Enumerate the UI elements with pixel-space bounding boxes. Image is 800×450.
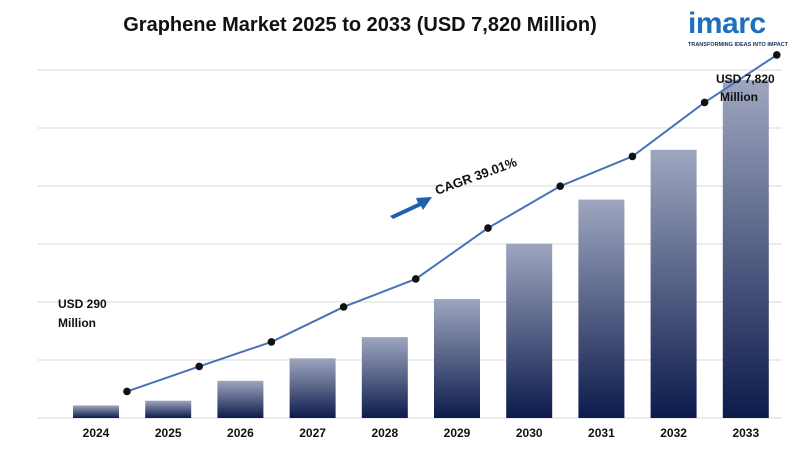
bar-2029 (434, 299, 480, 418)
trend-point-2024 (123, 387, 131, 396)
trend-point-2033 (773, 51, 781, 59)
x-tick-label-2025: 2025 (155, 426, 182, 440)
trend-point-2026 (267, 338, 276, 346)
bar-2030 (506, 243, 553, 418)
bar-2028 (361, 337, 408, 418)
x-tick-label-2030: 2030 (516, 426, 543, 440)
cagr-label: CAGR 39.01% (433, 154, 519, 198)
end-value-label-line1: USD 7,820 (716, 72, 775, 86)
bar-2033 (722, 79, 769, 418)
x-tick-label-2033: 2033 (732, 426, 759, 440)
trend-point-2030 (556, 182, 564, 190)
bar-2027 (289, 358, 336, 418)
bars (73, 79, 769, 418)
x-tick-label-2028: 2028 (371, 426, 398, 440)
cagr-arrow-icon (390, 197, 432, 219)
x-tick-label-2026: 2026 (227, 426, 254, 440)
bar-2031 (578, 199, 625, 418)
x-tick-label-2032: 2032 (660, 426, 687, 440)
x-tick-label-2031: 2031 (588, 426, 615, 440)
trend-point-2027 (339, 303, 348, 311)
x-axis-ticks: 2024 2025 2026 2027 2028 2029 2030 2031 2032 2033 (83, 426, 760, 440)
bar-2032 (650, 149, 697, 418)
trend-point-2028 (412, 275, 420, 283)
bar-2024 (73, 405, 119, 418)
x-tick-label-2027: 2027 (299, 426, 326, 440)
trend-point-2029 (484, 224, 492, 232)
imarc-logo: imarc TRANSFORMING IDEAS INTO IMPACT (688, 8, 788, 52)
start-value-label-line1: USD 290 (58, 297, 107, 311)
logo-tagline: TRANSFORMING IDEAS INTO IMPACT (688, 42, 789, 48)
chart-title: Graphene Market 2025 to 2033 (USD 7,820 … (123, 14, 597, 36)
x-tick-label-2029: 2029 (444, 426, 471, 440)
start-value-label-line2: Million (58, 316, 96, 330)
logo-wordmark: imarc (688, 7, 766, 40)
trend-point-2025 (195, 362, 203, 371)
trend-line (126, 54, 778, 393)
trend-point-2032 (700, 98, 709, 107)
bar-2026 (217, 380, 264, 418)
x-tick-label-2024: 2024 (83, 426, 110, 440)
trend-point-2031 (628, 152, 637, 161)
trend-line-group (123, 51, 781, 396)
end-value-label-line2: Million (720, 90, 758, 104)
bar-2025 (145, 400, 192, 418)
